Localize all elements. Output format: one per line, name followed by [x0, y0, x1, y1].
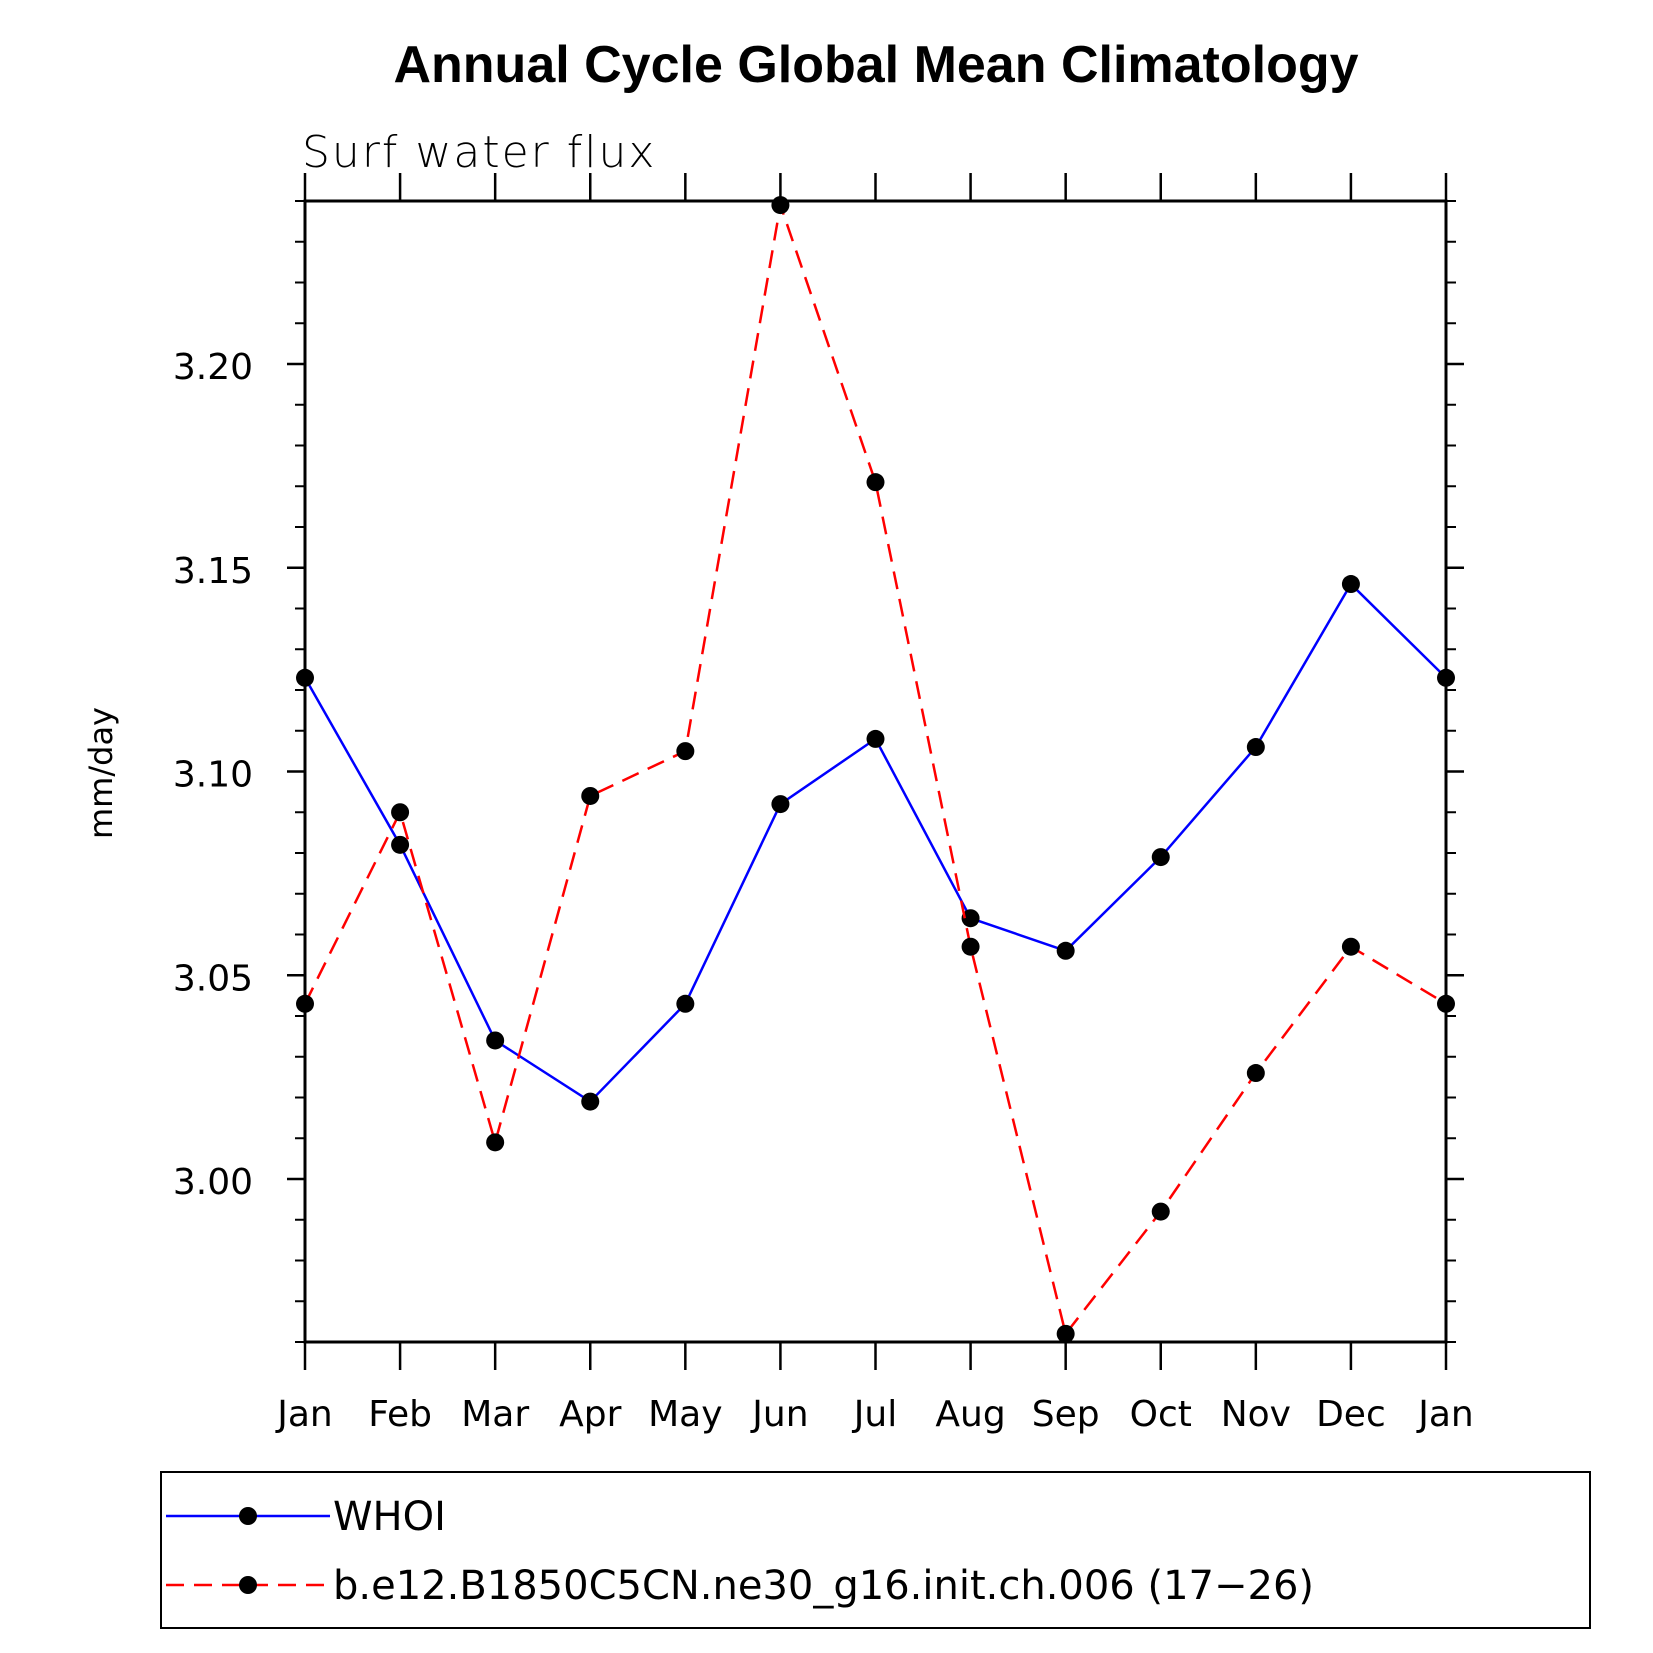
series-group [296, 196, 1455, 1343]
data-point [296, 668, 314, 687]
data-point [1151, 1202, 1170, 1221]
data-point [1246, 1064, 1265, 1083]
x-tick-label: Aug [935, 1394, 1005, 1435]
x-tick-label: Feb [368, 1394, 432, 1435]
data-point [1246, 738, 1265, 757]
data-point [676, 742, 695, 761]
data-point [486, 1133, 505, 1152]
series-line-1 [303, 582, 1447, 1104]
y-tick-label: 3.05 [173, 958, 253, 999]
data-point [961, 937, 980, 956]
data-point [1437, 668, 1455, 687]
x-tick-label: Jan [275, 1394, 333, 1435]
data-point [581, 1092, 600, 1111]
data-point [1056, 941, 1075, 960]
data-point [581, 786, 600, 805]
legend-label-1: WHOI [333, 1494, 446, 1540]
legend-box [160, 1471, 1591, 1629]
y-axis-label: mm/day [82, 707, 120, 839]
data-point [771, 196, 790, 215]
x-tick-label: Mar [461, 1394, 529, 1435]
y-tick-label: 3.00 [173, 1162, 253, 1203]
chart-title: Annual Cycle Global Mean Climatology [393, 36, 1358, 94]
data-point [961, 909, 980, 928]
x-tick-label: Jan [1416, 1394, 1474, 1435]
data-point [296, 994, 314, 1013]
y-tick-label: 3.20 [173, 347, 253, 388]
data-point [866, 473, 885, 492]
chart-subtitle: Surf water flux [302, 127, 656, 178]
data-point [486, 1031, 505, 1050]
plot-frame [303, 199, 1448, 1344]
data-point [866, 729, 885, 748]
x-tick-label: Oct [1130, 1394, 1192, 1435]
data-point [676, 994, 695, 1013]
x-tick-label: Jun [750, 1394, 808, 1435]
x-tick-label: Sep [1032, 1394, 1100, 1435]
x-tick-label: Dec [1316, 1394, 1386, 1435]
data-point [391, 803, 410, 822]
x-tick-label: Nov [1221, 1394, 1291, 1435]
series-line-2 [303, 204, 1447, 1337]
legend: WHOI b.e12.B1850C5CN.ne30_g16.init.ch.006… [160, 1471, 1591, 1629]
data-point [1151, 848, 1170, 867]
legend-marker [239, 1507, 257, 1525]
data-point [1341, 937, 1360, 956]
x-tick-label: May [648, 1394, 722, 1435]
y-tick-label: 3.15 [173, 551, 253, 592]
data-point [391, 835, 410, 854]
legend-marker [239, 1576, 257, 1594]
legend-label-2: b.e12.B1850C5CN.ne30_g16.init.ch.006 (17… [333, 1563, 1314, 1609]
data-point [1437, 994, 1455, 1013]
y-tick-label: 3.10 [173, 755, 253, 796]
data-point [771, 795, 790, 814]
data-point [1056, 1324, 1075, 1343]
x-tick-label: Apr [559, 1394, 621, 1435]
data-point [1341, 575, 1360, 594]
axes: 3.00 3.05 3.10 3.15 3.20 Jan Feb Mar Apr May Jun Ju… [173, 173, 1474, 1435]
x-tick-label: Jul [852, 1394, 897, 1435]
